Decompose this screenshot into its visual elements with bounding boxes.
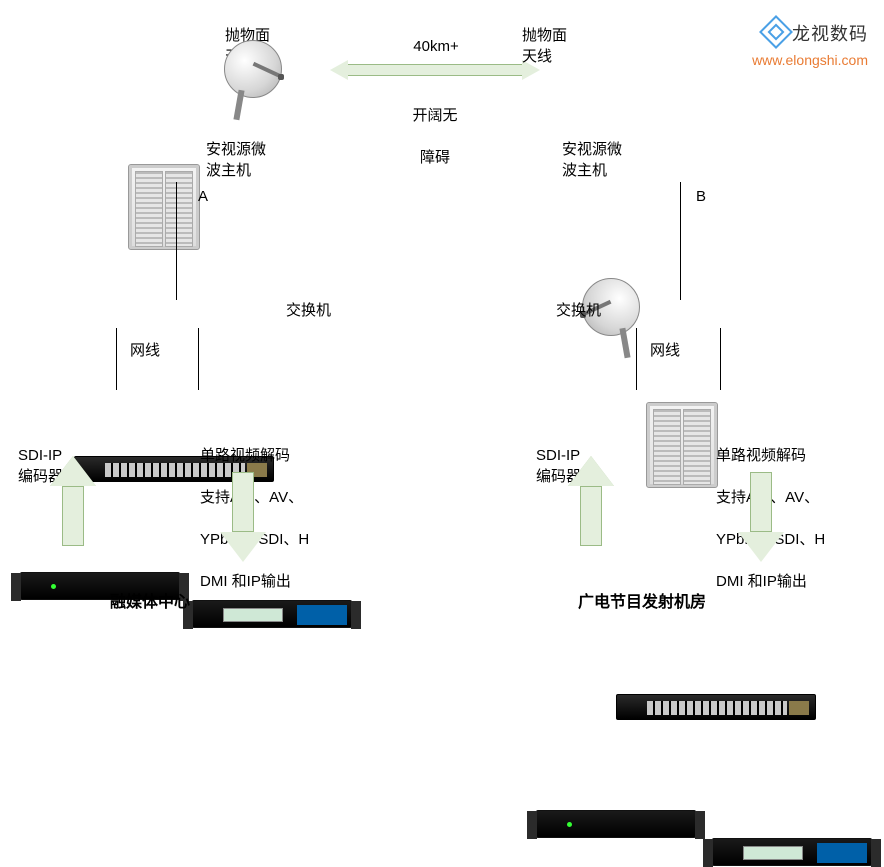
switch-label-b: 交换机 [556,300,601,321]
cable-b-right [720,328,721,390]
cable-label-a: 网线 [130,340,160,361]
dish-antenna-a [218,40,288,110]
microwave-label-b: 安视源微波主机 [562,118,622,181]
logo-icon [759,15,793,49]
link-condition: 开阔无 障碍 [400,84,470,168]
input-arrow-a [50,456,96,546]
site-b-title: 广电节目发射机房 [578,588,706,612]
site-b-id: B [696,186,706,207]
microwave-host-b [646,402,718,488]
output-arrow-b [738,472,784,562]
switch-label-a: 交换机 [286,300,331,321]
cable-a-left [116,328,117,390]
link-condition-l1: 开阔无 [412,107,457,124]
company-name: 龙视数码 [792,24,868,44]
company-url: www.elongshi.com [752,52,868,68]
output-arrow-a [220,472,266,562]
link-condition-l2: 障碍 [420,149,450,166]
cable-b-left [636,328,637,390]
encoder-b [536,810,696,838]
site-a-id: A [198,186,208,207]
link-distance: 40km+ [396,36,476,57]
cable-a1 [176,182,177,300]
switch-b [616,694,816,720]
microwave-label-a: 安视源微波主机 [206,118,266,181]
site-a-title: 融媒体中心 [110,588,190,612]
cable-b1 [680,182,681,300]
input-arrow-b [568,456,614,546]
decoder-a [192,600,352,628]
microwave-host-a [128,164,200,250]
decoder-b [712,838,872,866]
link-arrow [330,60,540,80]
antenna-label-b: 抛物面天线 [522,4,567,67]
branding-block: 龙视数码 www.elongshi.com [752,16,868,68]
decoder-label-b: 单路视频解码 支持ASI、AV、 YPbPr、SDI、H DMI 和IP输出 [716,424,856,592]
cable-label-b: 网线 [650,340,680,361]
cable-a-right [198,328,199,390]
